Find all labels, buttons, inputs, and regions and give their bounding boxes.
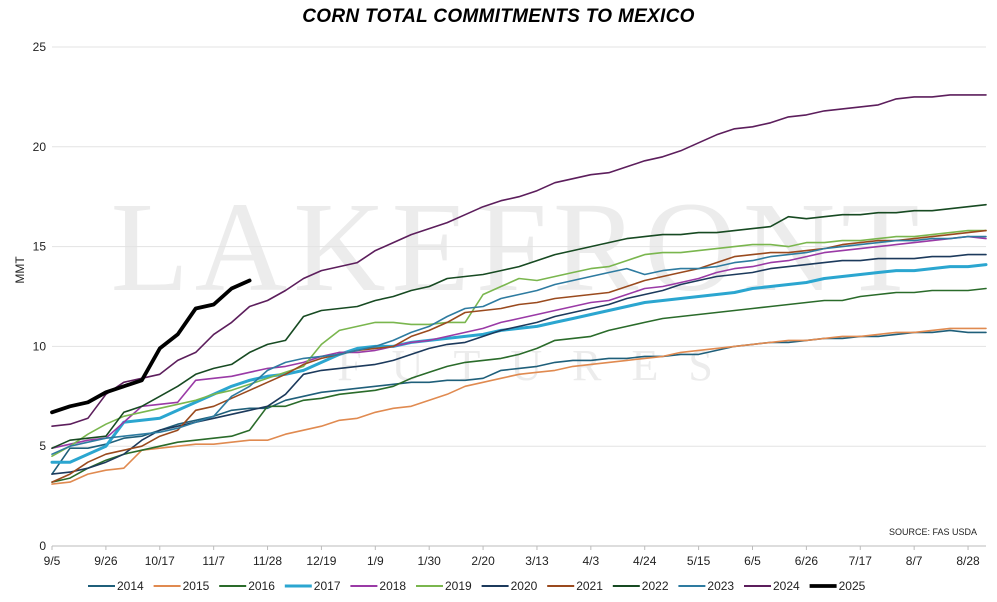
series-line-2015 [51,327,987,485]
legend: 2014 2015 2016 2017 2018 2019 2020 2021 2022 2023… [88,579,866,593]
y-tick-label: 20 [33,140,47,154]
x-tick-label: 6/26 [795,554,819,568]
x-tick-label: 4/3 [583,554,600,568]
x-tick-label: 6/5 [744,554,761,568]
legend-label-2022: 2022 [642,579,669,593]
x-tick-label: 12/19 [306,554,336,568]
series-line-2023 [51,235,987,456]
x-tick-label: 11/28 [253,554,282,568]
x-tick-label: 8/28 [956,554,980,568]
x-tick-label: 7/17 [849,554,873,568]
x-tick-label: 3/13 [525,554,549,568]
legend-label-2025: 2025 [839,579,866,593]
chart-title: CORN TOTAL COMMITMENTS TO MEXICO [302,6,695,27]
x-tick-label: 9/5 [44,554,61,568]
x-tick-label: 1/30 [418,554,442,568]
y-tick-label: 0 [39,539,46,553]
series-line-2020 [51,253,987,475]
y-axis-label: MMT [13,256,27,284]
legend-label-2023: 2023 [707,579,734,593]
series-line-2016 [51,287,987,483]
legend-label-2020: 2020 [511,579,538,593]
x-tick-label: 10/17 [145,554,175,568]
legend-label-2014: 2014 [117,579,144,593]
y-tick-label: 25 [33,40,47,54]
x-tick-label: 11/7 [202,554,225,568]
legend-label-2021: 2021 [576,579,603,593]
x-tick-label: 1/9 [367,554,384,568]
series-lines [50,94,988,485]
watermark-sub: FUTURES [337,341,743,390]
gridlines [52,46,986,447]
source-note: SOURCE: FAS USDA [889,527,977,537]
x-axis: 9/5 9/26 10/17 11/7 11/28 12/19 1/9 1/30 2/20 3/1… [44,546,980,568]
x-tick-label: 2/20 [471,554,495,568]
x-tick-label: 4/24 [633,554,657,568]
y-axis: 0 5 10 15 20 25 [33,40,47,553]
legend-label-2018: 2018 [379,579,406,593]
series-line-2022 [51,203,987,450]
series-line-2019 [51,229,987,458]
y-tick-label: 10 [33,339,47,353]
series-line-2025 [50,278,252,415]
legend-label-2017: 2017 [314,579,341,593]
legend-label-2024: 2024 [773,579,800,593]
x-tick-label: 9/26 [94,554,118,568]
legend-label-2016: 2016 [248,579,275,593]
x-tick-label: 8/7 [906,554,923,568]
x-tick-label: 5/15 [687,554,711,568]
legend-label-2015: 2015 [183,579,210,593]
legend-label-2019: 2019 [445,579,472,593]
y-tick-label: 5 [39,439,46,453]
series-line-2018 [51,235,987,450]
series-line-2024 [51,94,987,428]
y-tick-label: 15 [33,240,47,254]
